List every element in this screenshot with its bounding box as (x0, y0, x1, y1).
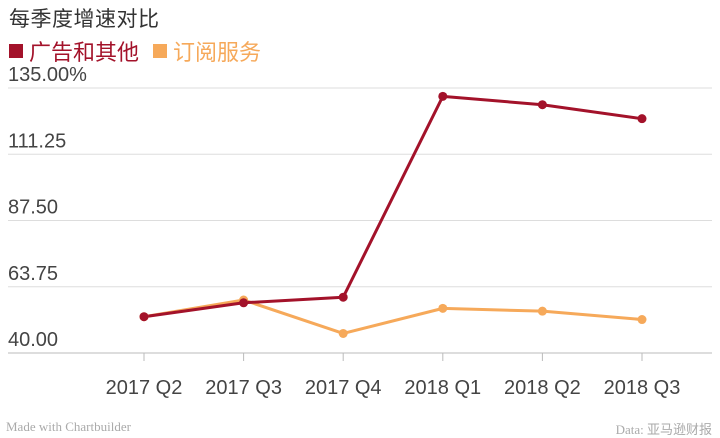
data-point-1-5 (637, 315, 647, 325)
series-line-1 (143, 298, 643, 335)
x-tick-label: 2018 Q1 (404, 377, 481, 399)
y-tick-label: 135.00% (8, 64, 87, 86)
footer-source: Data: 亚马逊财报 (615, 422, 712, 437)
data-point-0-2 (338, 292, 348, 302)
legend-swatch-subscription (153, 44, 168, 58)
legend-swatch-ads (9, 44, 23, 58)
series-line-0 (143, 94, 643, 319)
y-tick-label: 111.25 (8, 130, 66, 152)
data-point-1-2 (338, 328, 348, 338)
data-point-1-3 (438, 303, 448, 313)
data-point-0-3 (438, 91, 448, 101)
x-tick-label: 2017 Q2 (106, 377, 183, 399)
y-tick-label: 87.50 (8, 197, 58, 219)
legend: 广告和其他 订阅服务 (9, 35, 275, 67)
x-tick-label: 2017 Q3 (205, 377, 282, 399)
legend-item-subscription: 订阅服务 (153, 35, 261, 67)
legend-item-ads: 广告和其他 (9, 35, 139, 67)
data-point-0-5 (637, 114, 647, 124)
legend-label-ads: 广告和其他 (29, 40, 140, 65)
legend-label-subscription: 订阅服务 (173, 40, 262, 65)
data-point-0-1 (239, 298, 249, 308)
y-tick-label: 63.75 (8, 263, 58, 285)
y-tick-label: 40.00 (8, 329, 58, 351)
x-tick-label: 2018 Q3 (604, 377, 681, 399)
x-tick-label: 2018 Q2 (504, 377, 581, 399)
data-point-1-4 (537, 306, 547, 316)
chart-title: 每季度增速对比 (9, 8, 160, 31)
data-point-0-0 (139, 312, 149, 322)
footer-credit: Made with Chartbuilder (6, 419, 131, 434)
data-point-0-4 (537, 100, 547, 110)
x-tick-label: 2017 Q4 (305, 377, 382, 399)
